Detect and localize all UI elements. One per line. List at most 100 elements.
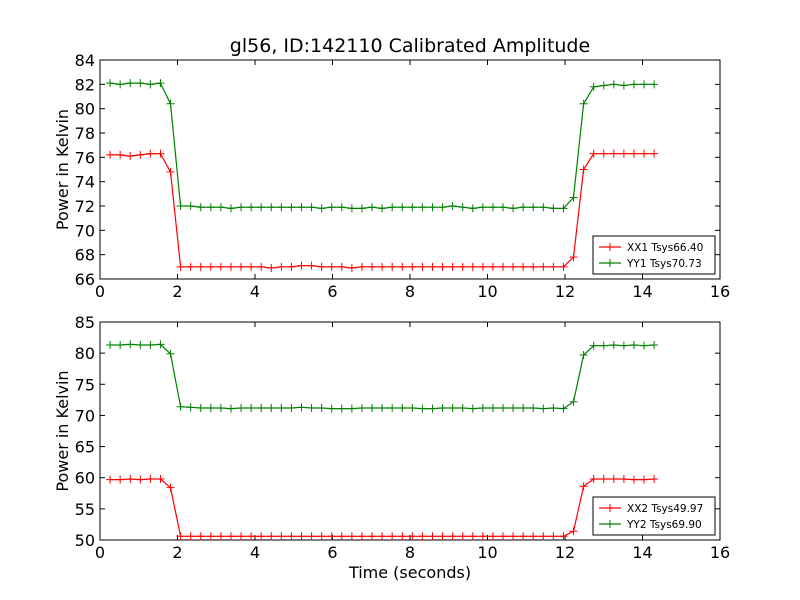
- chart-1-data-point: [237, 262, 246, 271]
- chart-1-data-point: [388, 203, 397, 212]
- chart-2-data-point: [599, 474, 608, 483]
- chart-2-data-point: [408, 532, 417, 541]
- chart-2-data-point: [257, 532, 266, 541]
- chart-2-data-point: [186, 532, 195, 541]
- chart-1-data-point: [166, 99, 175, 108]
- chart-1-data-point: [408, 262, 417, 271]
- chart-1-data-point: [337, 262, 346, 271]
- chart-1-data-point: [226, 204, 235, 213]
- chart-1-y-tick-label: 68: [75, 246, 95, 265]
- chart-2-data-point: [499, 403, 507, 412]
- chart-1-x-tick-label: 14: [632, 282, 652, 301]
- chart-2-data-point: [650, 474, 659, 483]
- chart-2-data-point: [640, 475, 649, 484]
- chart-2-data-point: [488, 403, 497, 412]
- chart-1-data-point: [579, 165, 588, 174]
- chart-1-data-point: [287, 262, 296, 271]
- chart-1-data-point: [418, 203, 427, 212]
- chart-1-x-tick-label: 16: [710, 282, 730, 301]
- chart-1-data-point: [176, 202, 185, 210]
- chart-1-data-point: [428, 203, 437, 212]
- chart-1-data-point: [317, 204, 326, 213]
- chart-1-data-point: [196, 262, 205, 271]
- chart-1-data-point: [629, 149, 638, 158]
- chart-1-data-point: [267, 203, 276, 212]
- chart-2-data-point: [408, 403, 417, 412]
- chart-1-data-point: [519, 203, 528, 212]
- chart-2-x-tick-label: 16: [710, 543, 730, 562]
- chart-1-data-point: [640, 149, 649, 158]
- chart-1-data-point: [277, 262, 286, 271]
- chart-2-data-point: [428, 404, 437, 413]
- chart-1-data-point: [146, 149, 155, 158]
- chart-2-data-point: [438, 403, 447, 412]
- chart-2-data-point: [599, 341, 608, 350]
- chart-2-data-point: [478, 403, 487, 412]
- chart-1-y-ticks: 66 68 70 72 74 76 78 80 82 84: [75, 51, 720, 289]
- chart-2-data-point: [156, 340, 165, 349]
- chart-2-data-point: [448, 532, 457, 541]
- chart-2-data-point: [317, 532, 326, 541]
- chart-2-data-point: [247, 532, 256, 541]
- chart-1-data-point: [307, 261, 316, 270]
- chart-2-data-point: [287, 532, 296, 541]
- chart-1-data-point: [226, 262, 235, 271]
- chart-1-data-point: [327, 203, 336, 212]
- chart-2-data-point: [499, 532, 507, 541]
- chart-2-data-point: [287, 403, 296, 412]
- chart-2-data-point: [559, 404, 568, 413]
- chart-1-legend: XX1 Tsys66.40 YY1 Tsys70.73: [592, 235, 716, 275]
- chart-1-y-tick-label: 70: [75, 221, 95, 240]
- chart-1-data-point: [337, 203, 346, 212]
- chart-2-y-tick-label: 55: [75, 500, 95, 519]
- chart-2-data-point: [116, 341, 125, 350]
- chart-1-y-tick-label: 72: [75, 197, 95, 216]
- chart-2-series-2: [106, 340, 659, 413]
- chart-1-data-point: [619, 81, 628, 90]
- chart-1-data-point: [529, 262, 538, 271]
- chart-2-data-point: [176, 532, 185, 541]
- chart-1-data-point: [216, 262, 225, 271]
- chart-1-data-point: [166, 167, 175, 176]
- chart-2-data-point: [458, 403, 467, 412]
- chart-1-data-point: [448, 262, 457, 271]
- chart-1-data-point: [378, 204, 387, 213]
- chart-2-data-point: [539, 404, 548, 413]
- chart-2-data-point: [438, 532, 447, 541]
- chart-1-x-ticks: 0 2 4 6 8 10 12 14 16: [95, 60, 730, 301]
- chart-1-x-tick-label: 12: [555, 282, 575, 301]
- chart-1-x-tick-label: 4: [250, 282, 260, 301]
- chart-1-series-1: [106, 149, 659, 273]
- chart-2-data-point: [317, 403, 326, 412]
- chart-2-x-tick-label: 10: [477, 543, 497, 562]
- chart-2-data-point: [448, 403, 457, 412]
- chart-1-data-point: [559, 262, 568, 271]
- chart-2-data-point: [186, 403, 195, 412]
- chart-2-data-point: [196, 532, 205, 541]
- chart-2-data-point: [629, 341, 638, 350]
- chart-2-legend-box: [592, 496, 716, 536]
- chart-1-data-point: [347, 264, 356, 273]
- chart-2-data-point: [347, 532, 356, 541]
- chart-1-data-point: [317, 262, 326, 271]
- chart-2-data-point: [347, 404, 356, 413]
- chart-2-data-point: [579, 351, 588, 360]
- chart-2-data-point: [126, 474, 135, 483]
- chart-2-data-point: [539, 532, 548, 541]
- chart-1-data-point: [297, 203, 306, 212]
- chart-1-data-point: [509, 262, 518, 271]
- chart-2-data-point: [166, 483, 175, 492]
- chart-2-data-point: [226, 404, 235, 413]
- chart-2-data-point: [337, 532, 346, 541]
- chart-1-data-point: [186, 262, 195, 271]
- chart-1-y-tick-label: 76: [75, 148, 95, 167]
- chart-title: gl56, ID:142110 Calibrated Amplitude: [230, 35, 590, 57]
- chart-2-data-point: [468, 532, 477, 541]
- chart-1-data-point: [448, 202, 457, 210]
- chart-1-data-point: [206, 262, 215, 271]
- chart-1-data-point: [216, 203, 225, 212]
- chart-1-data-point: [106, 150, 115, 159]
- chart-2-legend-label: YY2 Tsys69.90: [626, 519, 702, 531]
- chart-1-data-point: [247, 203, 256, 212]
